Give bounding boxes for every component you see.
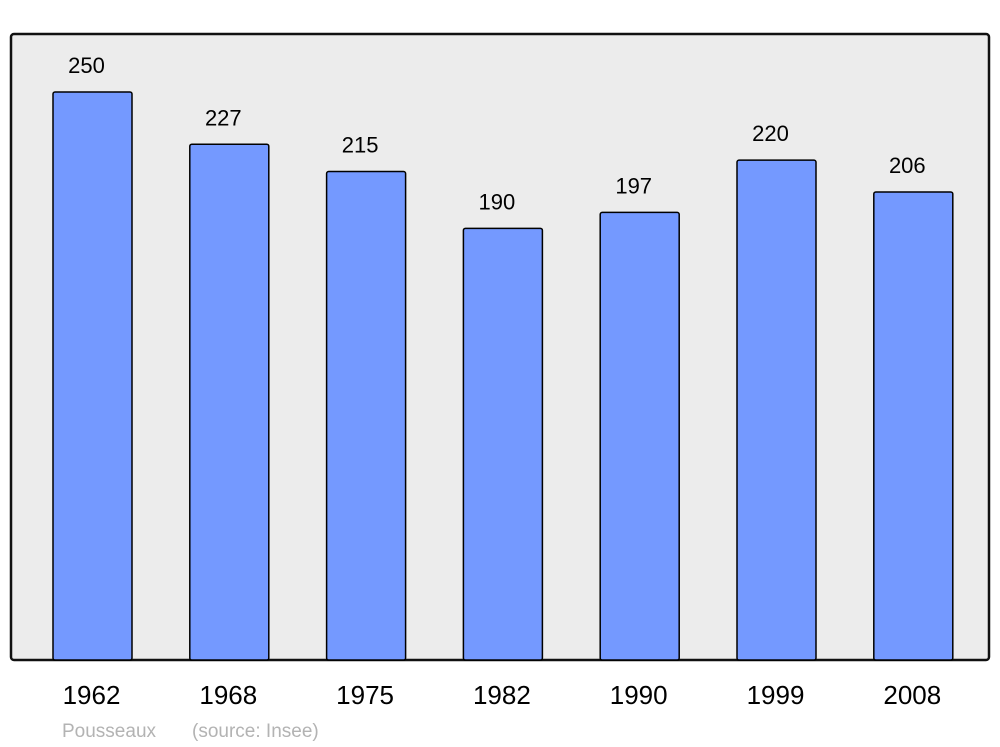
x-tick-label-1999: 1999 [747,680,805,710]
x-tick-label-1982: 1982 [473,680,531,710]
bar-1990 [599,211,680,661]
bar-1968 [189,143,270,661]
value-label-1990: 197 [615,173,652,198]
value-label-1962: 250 [68,53,105,78]
x-tick-label-1975: 1975 [336,680,394,710]
x-tick-label-1962: 1962 [63,680,121,710]
x-tick-label-1968: 1968 [199,680,257,710]
value-label-1982: 190 [479,189,516,214]
x-tick-label-2008: 2008 [883,680,941,710]
value-label-2008: 206 [889,153,926,178]
value-label-1975: 215 [342,133,379,158]
bar-1982 [462,227,544,661]
bar-1975 [325,170,407,661]
x-tick-label-1990: 1990 [610,680,668,710]
bar-2008 [873,191,954,661]
bar-1999 [736,159,817,661]
footer-source: (source: Insee) [192,721,319,742]
footer-place: Pousseaux [62,721,157,742]
value-label-1968: 227 [205,105,242,130]
value-label-1999: 220 [752,121,789,146]
bar-1962 [52,91,133,661]
